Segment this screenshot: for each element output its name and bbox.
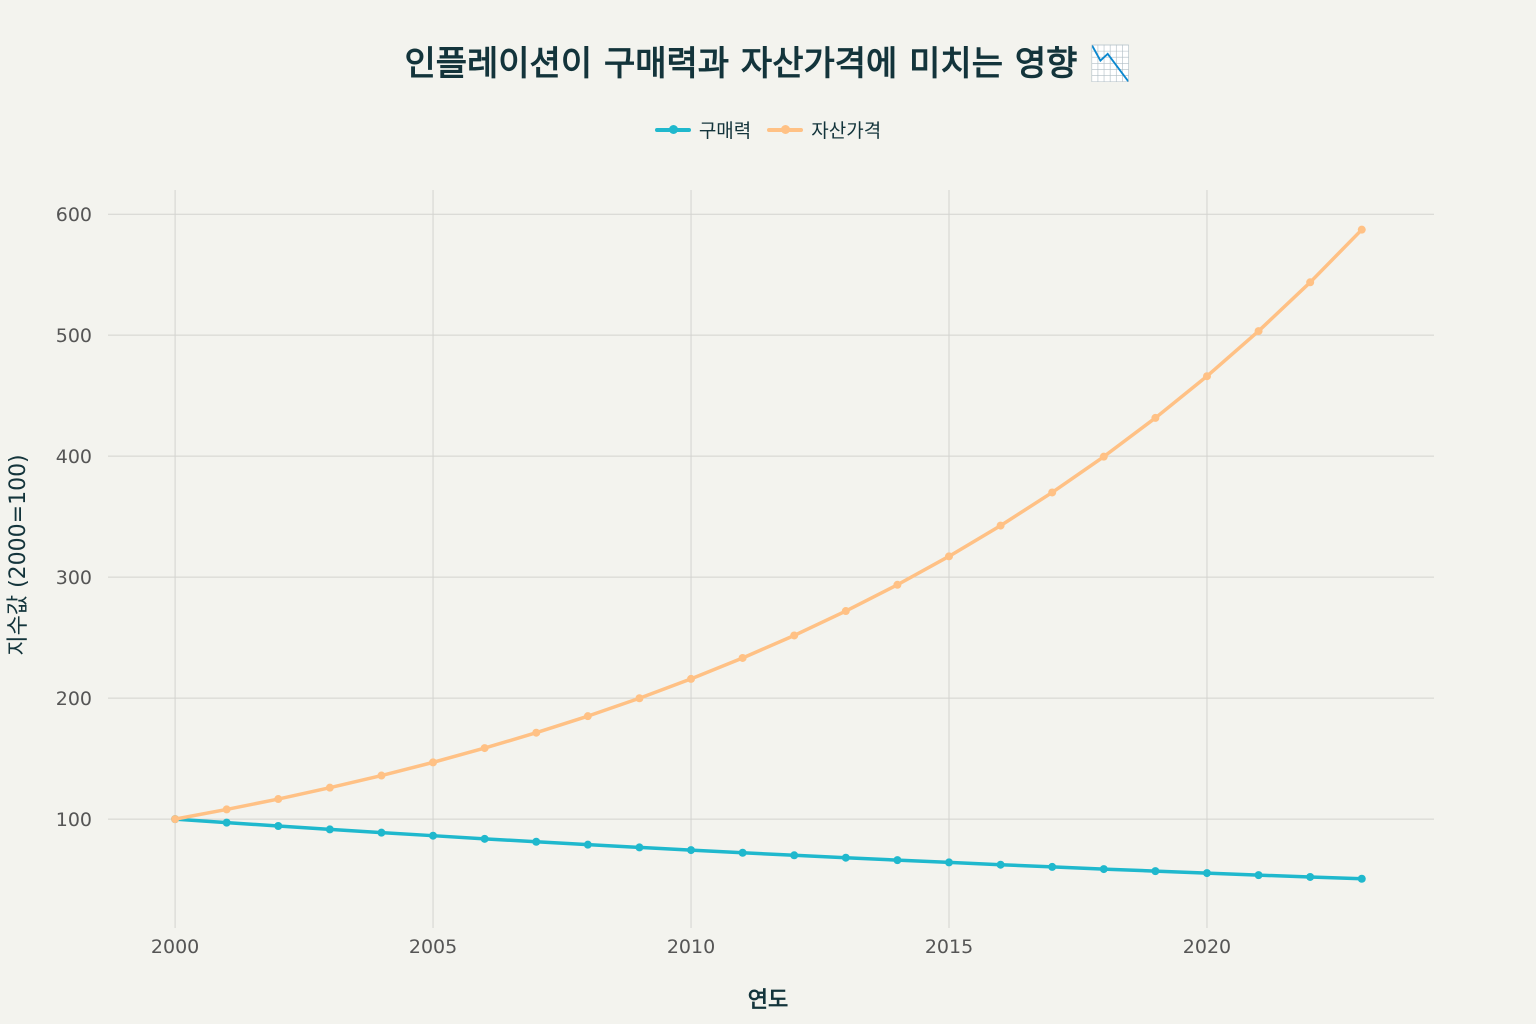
data-point-1-2011 (738, 653, 747, 662)
x-tick-label-2010: 2010 (667, 936, 715, 958)
data-point-0-2018 (1099, 865, 1108, 874)
y-tick-label-300: 300 (56, 567, 92, 589)
series-line-0 (173, 817, 1364, 881)
y-tick-labels: 100 200 300 400 500 600 (56, 204, 92, 831)
series-line-1 (173, 227, 1364, 821)
data-point-1-2007 (532, 728, 541, 737)
data-point-1-2022 (1306, 278, 1315, 287)
y-grid (108, 213, 1434, 820)
data-point-0-2009 (635, 843, 644, 852)
data-point-1-2012 (790, 631, 799, 640)
data-point-1-2010 (687, 674, 696, 683)
data-point-0-2006 (480, 834, 489, 843)
data-point-1-2020 (1202, 372, 1211, 381)
legend[interactable]: 구매력 자산가격 (0, 116, 1536, 143)
data-point-1-2005 (429, 758, 438, 767)
data-point-1-2017 (1048, 488, 1057, 497)
data-point-1-2018 (1099, 452, 1108, 461)
series-group (171, 225, 1366, 883)
data-point-1-2013 (841, 607, 850, 616)
data-point-0-2021 (1254, 871, 1263, 880)
data-point-0-2011 (738, 848, 747, 857)
chart-title: 인플레이션이 구매력과 자산가격에 미치는 영향 📉 (404, 44, 1132, 84)
data-point-0-2014 (893, 856, 902, 865)
data-point-0-2022 (1306, 872, 1315, 881)
data-point-1-2016 (996, 521, 1005, 530)
legend-label-purchasing-power: 구매력 (698, 120, 752, 142)
data-point-0-2001 (222, 818, 231, 827)
data-point-0-2012 (790, 851, 799, 860)
data-point-0-2019 (1151, 867, 1160, 876)
data-point-1-2006 (480, 744, 489, 753)
data-point-1-2009 (635, 694, 644, 703)
data-point-1-2003 (325, 783, 334, 792)
y-axis-label: 지수값 (2000=100) (6, 454, 31, 656)
data-point-1-2019 (1151, 413, 1160, 422)
x-tick-label-2005: 2005 (409, 936, 457, 958)
data-point-0-2002 (274, 822, 283, 831)
x-tick-label-2015: 2015 (925, 936, 973, 958)
series-1 (171, 225, 1366, 824)
data-point-0-2017 (1048, 862, 1057, 871)
y-tick-label-100: 100 (56, 809, 92, 831)
data-point-1-2002 (274, 795, 283, 804)
data-point-1-2021 (1254, 327, 1263, 336)
x-axis-label: 연도 (747, 988, 789, 1013)
legend-label-asset-price: 자산가격 (811, 120, 882, 142)
data-point-0-2013 (841, 853, 850, 862)
data-point-1-2004 (377, 771, 386, 780)
data-point-1-2014 (893, 580, 902, 589)
data-point-0-2015 (945, 858, 954, 867)
data-point-1-2023 (1357, 225, 1366, 234)
data-point-0-2020 (1202, 869, 1211, 878)
x-grid (174, 190, 1208, 928)
data-point-0-2005 (429, 831, 438, 840)
y-tick-label-400: 400 (56, 446, 92, 468)
data-point-0-2007 (532, 837, 541, 846)
y-tick-label-200: 200 (56, 688, 92, 710)
data-point-1-2015 (945, 552, 954, 561)
legend-item-asset-price[interactable]: 자산가격 (767, 116, 881, 143)
data-point-0-2016 (996, 860, 1005, 869)
series-0 (171, 815, 1366, 883)
y-tick-label-600: 600 (56, 204, 92, 226)
data-point-1-2008 (583, 712, 592, 721)
y-tick-label-500: 500 (56, 325, 92, 347)
data-point-0-2004 (377, 828, 386, 837)
legend-swatch-asset-price (767, 124, 804, 134)
legend-item-purchasing-power[interactable]: 구매력 (654, 116, 752, 143)
legend-swatch-purchasing-power (654, 124, 691, 134)
data-point-1-2000 (171, 815, 180, 824)
data-point-0-2008 (583, 840, 592, 849)
data-point-1-2001 (222, 805, 231, 814)
data-point-0-2003 (325, 825, 334, 834)
x-tick-labels: 2000 2005 2010 2015 2020 (151, 936, 1231, 958)
x-tick-label-2020: 2020 (1183, 936, 1231, 958)
data-point-0-2023 (1357, 874, 1366, 883)
data-point-0-2010 (687, 846, 696, 855)
x-tick-label-2000: 2000 (151, 936, 199, 958)
